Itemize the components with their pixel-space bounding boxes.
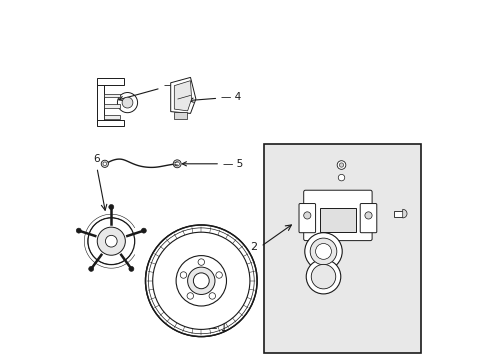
Circle shape bbox=[309, 238, 336, 265]
Text: 6: 6 bbox=[93, 154, 100, 164]
Circle shape bbox=[145, 225, 257, 337]
Bar bbox=[393, 211, 402, 216]
Polygon shape bbox=[174, 81, 191, 111]
Text: — 5: — 5 bbox=[182, 159, 243, 169]
Bar bbox=[174, 112, 186, 119]
Circle shape bbox=[215, 272, 222, 278]
Circle shape bbox=[152, 232, 249, 329]
Text: 2: 2 bbox=[249, 242, 257, 252]
FancyBboxPatch shape bbox=[360, 203, 376, 233]
Circle shape bbox=[311, 264, 335, 289]
Circle shape bbox=[303, 212, 310, 219]
Circle shape bbox=[101, 160, 108, 167]
Circle shape bbox=[198, 259, 204, 265]
Circle shape bbox=[105, 235, 117, 247]
Circle shape bbox=[187, 267, 215, 294]
Bar bbox=[97, 83, 104, 124]
Circle shape bbox=[129, 266, 134, 271]
Circle shape bbox=[176, 256, 226, 306]
Bar bbox=[319, 208, 355, 231]
Circle shape bbox=[304, 233, 342, 270]
Circle shape bbox=[76, 228, 81, 233]
Circle shape bbox=[175, 162, 179, 166]
Circle shape bbox=[187, 293, 193, 299]
Circle shape bbox=[108, 204, 114, 210]
Wedge shape bbox=[402, 209, 406, 218]
Polygon shape bbox=[170, 77, 196, 113]
Bar bbox=[264, 144, 420, 353]
Circle shape bbox=[141, 228, 146, 233]
Circle shape bbox=[97, 227, 125, 255]
Circle shape bbox=[117, 93, 137, 113]
Bar bbox=[97, 78, 123, 85]
Circle shape bbox=[122, 97, 133, 108]
Bar bbox=[104, 115, 120, 119]
Text: — 4: — 4 bbox=[189, 92, 241, 102]
Circle shape bbox=[88, 266, 94, 271]
Circle shape bbox=[103, 162, 106, 166]
Circle shape bbox=[339, 163, 343, 167]
Circle shape bbox=[337, 161, 345, 169]
Circle shape bbox=[338, 174, 344, 181]
Circle shape bbox=[193, 273, 209, 289]
Text: — 1: — 1 bbox=[206, 278, 233, 333]
Bar bbox=[97, 120, 123, 126]
FancyBboxPatch shape bbox=[303, 190, 371, 240]
Circle shape bbox=[180, 272, 186, 278]
Circle shape bbox=[88, 218, 134, 265]
Circle shape bbox=[305, 259, 340, 294]
Circle shape bbox=[315, 243, 331, 259]
Bar bbox=[104, 94, 120, 97]
Circle shape bbox=[364, 212, 371, 219]
Circle shape bbox=[173, 160, 181, 168]
FancyBboxPatch shape bbox=[298, 203, 315, 233]
Text: — 3: — 3 bbox=[119, 80, 183, 101]
Bar bbox=[104, 104, 120, 108]
Circle shape bbox=[209, 293, 215, 299]
